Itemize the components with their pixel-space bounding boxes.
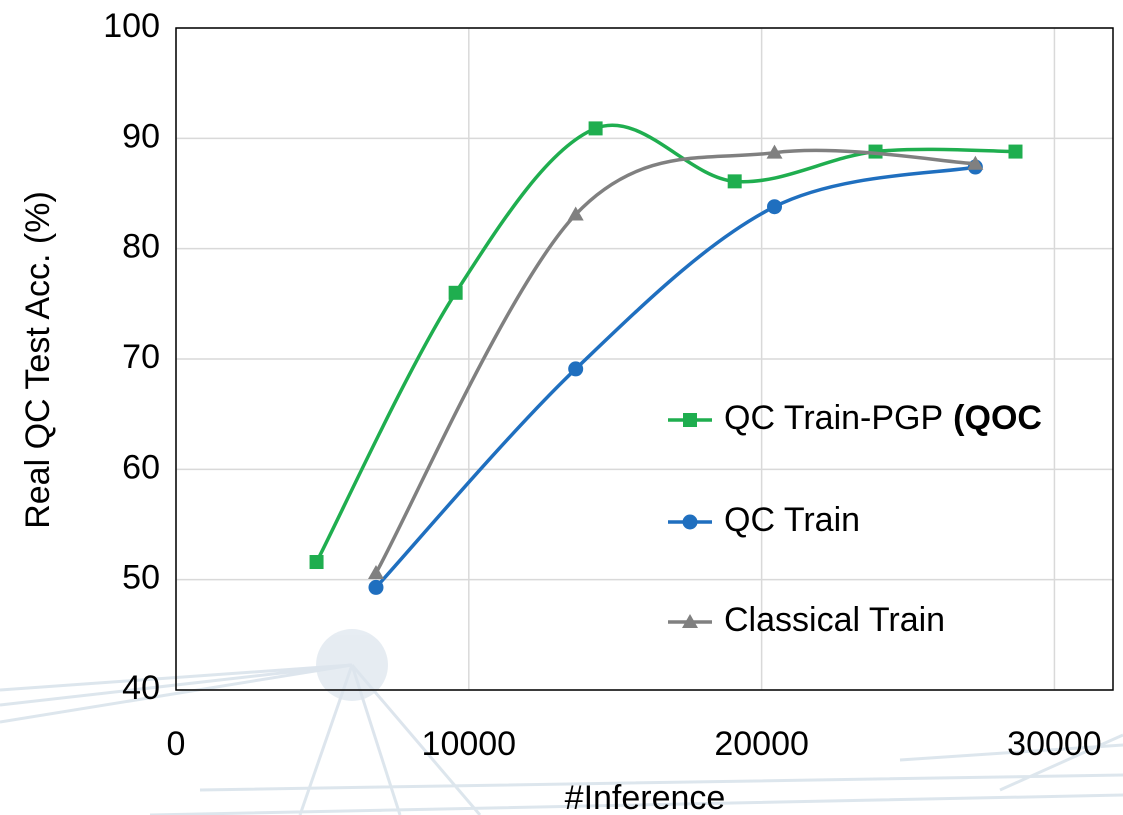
marker xyxy=(728,174,742,188)
background-decoration xyxy=(0,629,1123,815)
y-tick-label: 50 xyxy=(122,559,160,597)
y-tick-label: 90 xyxy=(122,117,160,155)
legend-label-emphasis: (QOC xyxy=(953,399,1042,437)
marker xyxy=(568,361,583,376)
marker xyxy=(310,555,324,569)
y-tick-label: 40 xyxy=(122,669,160,707)
marker xyxy=(449,286,463,300)
x-tick-label: 20000 xyxy=(714,725,809,763)
marker xyxy=(1008,145,1022,159)
y-axis-title: Real QC Test Acc. (%) xyxy=(19,191,57,529)
x-axis-title: #Inference xyxy=(565,779,726,815)
marker xyxy=(683,413,697,427)
series-line xyxy=(376,167,975,587)
y-tick-label: 60 xyxy=(122,448,160,486)
y-tick-label: 100 xyxy=(103,7,160,45)
marker xyxy=(589,121,603,135)
legend-label: QC Train-PGP xyxy=(724,399,943,437)
legend-label: Classical Train xyxy=(724,601,945,639)
grid xyxy=(176,28,1113,690)
x-tick-label: 0 xyxy=(167,725,186,763)
x-tick-label: 30000 xyxy=(1007,725,1102,763)
series-line xyxy=(376,150,975,573)
marker xyxy=(683,515,698,530)
legend-label: QC Train xyxy=(724,501,860,539)
legend: QC Train-PGP (QOC QC Train Classical Train xyxy=(668,399,1042,639)
marker xyxy=(368,565,384,579)
page: {"chart_data": {"type": "line", "x_label… xyxy=(0,0,1123,815)
marker xyxy=(767,199,782,214)
y-tick-label: 80 xyxy=(122,228,160,266)
x-tick-label: 10000 xyxy=(422,725,517,763)
chart: QC Train-PGP(QOCQC TrainClassical Train … xyxy=(0,0,1123,815)
series-line xyxy=(317,125,1016,562)
y-tick-label: 70 xyxy=(122,338,160,376)
marker xyxy=(368,580,383,595)
series-group xyxy=(310,121,1023,594)
